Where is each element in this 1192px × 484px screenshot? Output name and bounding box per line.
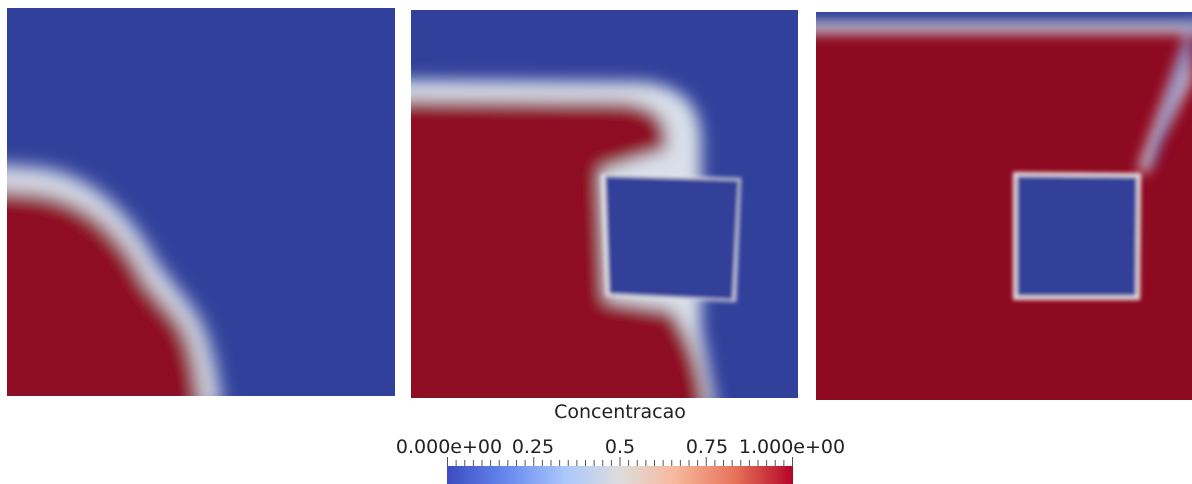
field-image-3 (816, 12, 1192, 400)
colorbar-tick-label: 0.5 (604, 436, 636, 458)
colorbar-tick-label: 1.000e+00 (738, 436, 846, 458)
colorbar-tick-label: 0.000e+00 (395, 436, 503, 458)
colorbar-tick-label: 0.25 (511, 436, 555, 458)
concentration-field-panel-1 (7, 8, 395, 396)
colorbar-tick-marks (447, 457, 793, 467)
field-image-1 (7, 8, 395, 396)
field-image-2 (411, 10, 798, 398)
concentration-field-panel-3 (816, 12, 1192, 400)
colorbar-title: Concentracao (554, 401, 686, 423)
concentration-field-panel-2 (411, 10, 798, 398)
colorbar-tick-label: 0.75 (685, 436, 729, 458)
colorbar-gradient (447, 466, 793, 484)
